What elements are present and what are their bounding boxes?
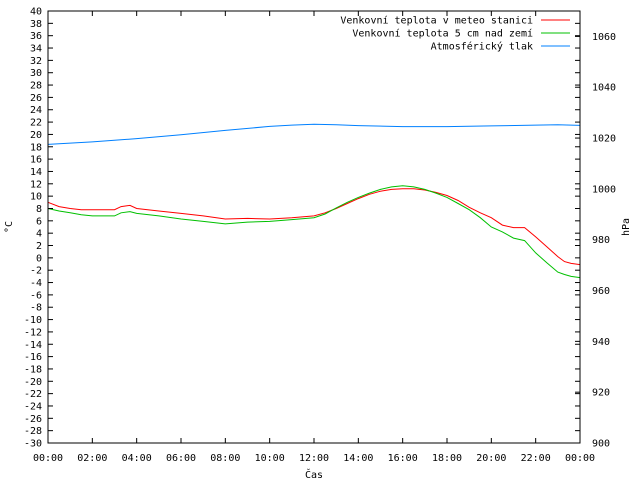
x-tick-label: 10:00 — [255, 453, 285, 464]
y2-tick-label: 960 — [592, 286, 610, 297]
y-tick-label: 4 — [36, 229, 42, 240]
y-tick-label: -10 — [24, 315, 42, 326]
x-axis-label: Čas — [305, 468, 323, 480]
series-line-3 — [47, 123, 581, 145]
legend-label-2: Venkovní teplota 5 cm nad zemí — [352, 28, 533, 40]
y-tick-label: 14 — [30, 167, 42, 178]
y-tick-label: -28 — [24, 426, 42, 437]
y-tick-label: 32 — [30, 56, 42, 67]
y-tick-label: -2 — [30, 266, 42, 277]
x-tick-label: 04:00 — [122, 453, 152, 464]
y-tick-label: -16 — [24, 352, 42, 363]
ticks-layer: -30-28-26-24-22-20-18-16-14-12-10-8-6-4-… — [24, 7, 616, 465]
y-tick-label: -4 — [30, 278, 42, 289]
y2-axis-label: hPa — [621, 218, 632, 236]
y-axis-label: °C — [4, 221, 15, 233]
x-tick-label: 00:00 — [565, 453, 595, 464]
y2-tick-label: 1040 — [592, 83, 616, 94]
y-tick-label: 38 — [30, 19, 42, 30]
y-tick-label: -14 — [24, 340, 42, 351]
y-tick-label: 0 — [36, 253, 42, 264]
x-tick-label: 20:00 — [476, 453, 506, 464]
x-tick-label: 02:00 — [77, 453, 107, 464]
y2-tick-label: 940 — [592, 337, 610, 348]
y-tick-label: 22 — [30, 118, 42, 129]
y2-tick-label: 1000 — [592, 184, 616, 195]
x-tick-label: 08:00 — [210, 453, 240, 464]
y-tick-label: -26 — [24, 414, 42, 425]
y-tick-label: -24 — [24, 401, 42, 412]
series-line-2 — [47, 185, 581, 279]
series-layer — [47, 123, 581, 279]
y2-tick-label: 1020 — [592, 134, 616, 145]
y-tick-label: -22 — [24, 389, 42, 400]
x-tick-label: 22:00 — [521, 453, 551, 464]
y-tick-label: -12 — [24, 327, 42, 338]
y-tick-label: 24 — [30, 105, 42, 116]
y-tick-label: 18 — [30, 142, 42, 153]
x-tick-label: 16:00 — [388, 453, 418, 464]
y-tick-label: 26 — [30, 93, 42, 104]
series-line-1 — [47, 188, 581, 266]
legend-label-3: Atmosférický tlak — [431, 41, 533, 53]
y-tick-label: 28 — [30, 81, 42, 92]
y-tick-label: -30 — [24, 439, 42, 450]
y-tick-label: 16 — [30, 155, 42, 166]
y-tick-label: -8 — [30, 303, 42, 314]
y2-tick-label: 920 — [592, 388, 610, 399]
y2-tick-label: 980 — [592, 235, 610, 246]
x-tick-label: 00:00 — [33, 453, 63, 464]
legend-label-1: Venkovní teplota v meteo stanici — [340, 15, 533, 27]
y-tick-label: -6 — [30, 290, 42, 301]
y-tick-label: 40 — [30, 7, 42, 18]
y-tick-label: -18 — [24, 364, 42, 375]
x-tick-label: 14:00 — [343, 453, 373, 464]
y-tick-label: 36 — [30, 31, 42, 42]
y-tick-label: -20 — [24, 377, 42, 388]
y-tick-label: 12 — [30, 179, 42, 190]
y-tick-label: 34 — [30, 44, 42, 55]
y-tick-label: 8 — [36, 204, 42, 215]
legend: Venkovní teplota v meteo staniciVenkovní… — [340, 15, 570, 53]
x-tick-label: 12:00 — [299, 453, 329, 464]
y-tick-label: 30 — [30, 68, 42, 79]
x-tick-label: 18:00 — [432, 453, 462, 464]
y2-tick-label: 900 — [592, 439, 610, 450]
x-tick-label: 06:00 — [166, 453, 196, 464]
y-tick-label: 10 — [30, 192, 42, 203]
y-tick-label: 6 — [36, 216, 42, 227]
y-tick-label: 2 — [36, 241, 42, 252]
y-tick-label: 20 — [30, 130, 42, 141]
y2-tick-label: 1060 — [592, 32, 616, 43]
